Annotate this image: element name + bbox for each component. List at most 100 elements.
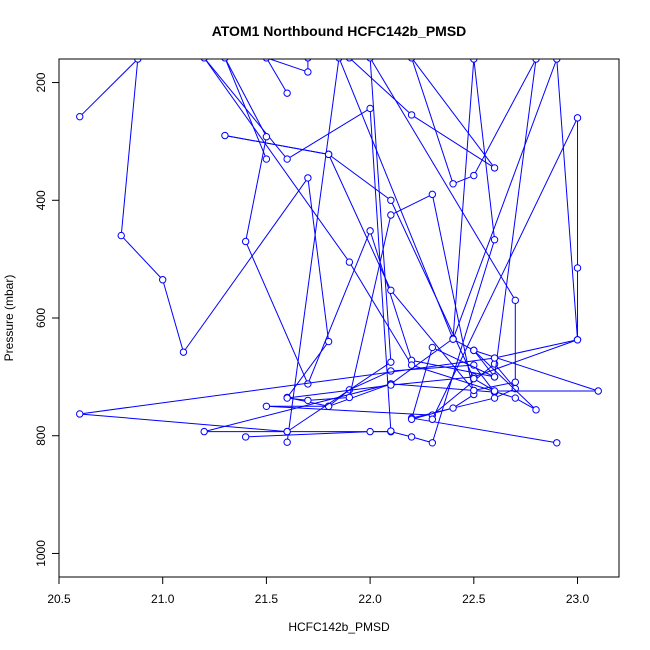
series-segment	[411, 347, 433, 420]
data-point	[76, 410, 84, 418]
data-point	[449, 335, 457, 343]
series-segment	[473, 59, 496, 240]
series-segment	[79, 59, 139, 118]
data-point	[428, 439, 437, 447]
data-point	[221, 131, 229, 140]
series-segment	[307, 177, 330, 342]
series-segment	[494, 388, 516, 399]
data-point	[304, 59, 312, 62]
y-axis-label: Pressure (mbar)	[2, 275, 16, 362]
data-point	[428, 343, 437, 352]
series-segment	[224, 135, 329, 155]
data-point	[490, 354, 499, 362]
x-tick-label: 21.5	[255, 592, 279, 606]
data-point	[366, 104, 374, 113]
series-segment	[473, 350, 495, 378]
data-point	[117, 231, 125, 240]
series-segment	[473, 378, 495, 392]
data-point	[179, 348, 188, 356]
series-segment	[473, 381, 516, 391]
x-axis: 20.5 21.0 21.5 22.0 22.5 23.0	[47, 577, 590, 606]
series-segment	[348, 214, 392, 398]
data-point	[490, 394, 499, 402]
data-point	[283, 89, 291, 97]
data-point	[408, 59, 416, 62]
x-tick-label: 20.5	[47, 592, 71, 606]
data-point	[262, 59, 270, 62]
y-tick-label: 1000	[34, 540, 48, 567]
x-tick-label: 22.5	[462, 592, 486, 606]
series-segment	[390, 376, 474, 386]
series-5	[76, 59, 602, 446]
data-point	[573, 264, 582, 272]
series-segment	[370, 59, 516, 301]
data-point	[159, 276, 167, 284]
series-segment	[204, 59, 350, 263]
series-segment	[369, 230, 413, 361]
series-segment	[411, 407, 454, 420]
x-tick-label: 23.0	[566, 592, 590, 606]
data-point	[511, 378, 519, 386]
series-segment	[349, 370, 392, 391]
y-tick-label: 600	[34, 308, 48, 328]
series-layer	[76, 59, 602, 447]
series-segment	[245, 136, 267, 242]
series-4	[262, 59, 582, 423]
data-point	[449, 180, 457, 188]
series-segment	[79, 357, 495, 415]
series-segment	[556, 59, 579, 340]
data-point	[594, 387, 602, 395]
series-segment	[390, 193, 433, 216]
series-segment	[266, 405, 433, 416]
data-point	[387, 367, 395, 375]
series-segment	[431, 239, 496, 443]
data-point	[345, 258, 354, 266]
series-segment	[411, 114, 495, 169]
series-segment	[432, 363, 495, 416]
data-point	[221, 59, 229, 62]
series-segment	[390, 338, 454, 385]
data-point	[200, 59, 208, 62]
series-segment	[411, 59, 495, 169]
data-point	[304, 68, 312, 76]
series-segment	[431, 117, 578, 420]
data-point	[511, 296, 519, 305]
series-segment	[328, 383, 392, 407]
data-point	[335, 59, 343, 62]
data-point	[470, 386, 478, 395]
y-axis: 200 400 600 800 1000	[34, 72, 59, 567]
series-segment	[286, 59, 340, 443]
data-point	[407, 415, 416, 423]
series-segment	[411, 417, 557, 444]
series-segment	[494, 59, 537, 377]
series-segment	[266, 59, 288, 94]
data-point	[470, 59, 478, 63]
data-point	[428, 190, 437, 199]
x-axis-label: HCFC142b_PMSD	[288, 620, 390, 634]
data-point	[304, 174, 312, 182]
series-segment	[473, 339, 578, 378]
series-segment	[431, 194, 475, 395]
data-point	[407, 433, 416, 441]
data-point	[470, 171, 478, 180]
series-segment	[473, 59, 537, 176]
data-point	[283, 155, 291, 163]
data-point	[407, 361, 416, 369]
series-segment	[245, 241, 309, 385]
data-point	[241, 237, 250, 246]
series-segment	[452, 394, 475, 409]
data-point	[76, 112, 84, 121]
series-segment	[473, 350, 537, 411]
y-tick-label: 200	[34, 72, 48, 92]
series-segment	[390, 200, 475, 379]
data-point	[262, 155, 271, 163]
data-point	[366, 59, 374, 62]
data-point	[283, 427, 291, 436]
data-point	[449, 404, 457, 412]
data-point	[324, 150, 333, 159]
data-point	[532, 406, 540, 414]
data-point	[345, 393, 354, 402]
series-segment	[390, 383, 495, 393]
data-point	[490, 387, 499, 395]
